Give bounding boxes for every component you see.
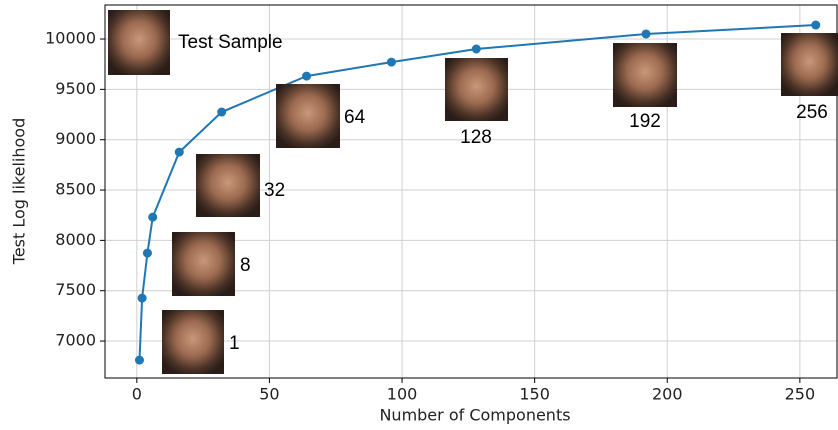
point	[138, 294, 147, 303]
point	[148, 213, 157, 222]
point	[472, 44, 481, 53]
point	[642, 29, 651, 38]
annotation: 256	[796, 102, 828, 123]
chart: Number of Components Test Log likelihood…	[0, 0, 838, 430]
face-image	[172, 232, 235, 296]
x-tick-label: 50	[259, 385, 279, 404]
point	[143, 249, 152, 258]
annotation: 192	[629, 111, 661, 132]
x-tick-label: 200	[652, 385, 683, 404]
annotation: 128	[460, 127, 492, 148]
y-tick-label: 8000	[55, 230, 96, 249]
annotation: 32	[264, 180, 285, 201]
y-tick-label: 7000	[55, 331, 96, 350]
annotation: 8	[240, 255, 251, 276]
face-image	[781, 33, 838, 96]
face-image	[613, 43, 677, 107]
x-tick-label: 100	[387, 385, 418, 404]
annotation: 64	[344, 107, 366, 128]
annotation: Test Sample	[178, 32, 283, 53]
x-tick-label: 0	[132, 385, 142, 404]
y-tick-label: 10000	[45, 29, 96, 48]
face-image	[276, 84, 340, 148]
point	[387, 58, 396, 67]
face-image	[196, 154, 260, 217]
y-tick-label: 7500	[55, 280, 96, 299]
point	[217, 108, 226, 117]
face-image	[108, 10, 170, 75]
face-image	[162, 310, 224, 374]
y-tick-label: 9500	[55, 79, 96, 98]
y-tick-label: 8500	[55, 180, 96, 199]
annotation: 1	[229, 333, 240, 354]
x-tick-label: 150	[519, 385, 550, 404]
x-axis-label: Number of Components	[379, 406, 570, 425]
point	[811, 21, 820, 30]
x-tick-label: 250	[785, 385, 816, 404]
face-image	[445, 58, 508, 121]
y-tick-label: 9000	[55, 129, 96, 148]
point	[135, 356, 144, 365]
point	[175, 148, 184, 157]
y-axis-label: Test Log likelihood	[10, 118, 29, 265]
point	[302, 72, 311, 81]
